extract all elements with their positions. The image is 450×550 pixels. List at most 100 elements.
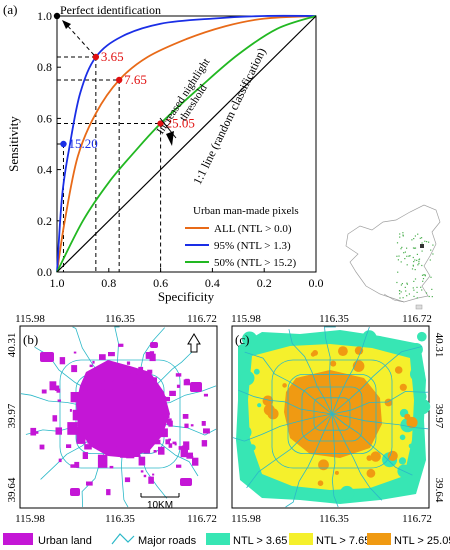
legend-label-all: ALL (NTL > 0.0) (214, 223, 292, 235)
urban-patch (143, 447, 151, 454)
ntl-365-patch (408, 443, 414, 449)
inset-urban-dot (403, 252, 405, 254)
urban-patch (203, 393, 208, 397)
urban-patch (172, 441, 177, 445)
south-china-sea-inset (415, 304, 423, 310)
ntl-2505-patch (370, 451, 381, 462)
inset-urban-dot (420, 286, 422, 288)
ntl-365-patch (417, 331, 427, 342)
china-coast (383, 293, 405, 303)
urban-patch (180, 447, 188, 458)
radial-road (285, 413, 333, 508)
threshold-point-label: 7.65 (124, 72, 147, 87)
inset-urban-dot (398, 290, 401, 292)
x-tick-label: 1.0 (50, 276, 65, 290)
urban-patch (83, 385, 88, 391)
urban-patch (160, 428, 168, 438)
urban-patch (190, 455, 194, 459)
inset-urban-dot (402, 234, 404, 236)
inset-urban-dot (414, 259, 416, 261)
inset-urban-dot (413, 289, 415, 291)
inset-urban-dot (421, 242, 423, 244)
ntl-2505-patch (262, 395, 274, 407)
urban-patch (143, 474, 147, 478)
ring-road (271, 359, 393, 469)
inset-urban-dot (402, 232, 404, 234)
legend-ntl365-label: NTL > 3.65 (233, 535, 287, 547)
inset-urban-dot (397, 271, 399, 273)
urban-patch (156, 407, 163, 414)
inset-urban-dot (396, 281, 398, 284)
urban-patch (169, 390, 176, 396)
inset-urban-dot (406, 264, 408, 266)
ntl-2505-patch (387, 450, 398, 461)
inset-urban-dot (424, 240, 426, 242)
b-bottom-tick-1: 115.98 (15, 513, 45, 525)
inset-urban-dot (401, 246, 403, 248)
legend-ntl765-label: NTL > 7.65 (316, 535, 370, 547)
y-tick-label: 0.8 (37, 60, 52, 74)
urban-patch (76, 433, 86, 444)
inset-urban-dot (413, 247, 416, 249)
threshold-point (92, 53, 100, 61)
inset-urban-dot (413, 261, 415, 263)
ntl-365-patch (240, 370, 255, 386)
panel-c-label: (c) (235, 332, 249, 347)
urban-patch (138, 384, 145, 389)
urban-patch (39, 444, 45, 450)
legend: Urban man-made pixels ALL (NTL > 0.0) 95… (185, 205, 299, 269)
inset-urban-dot (424, 275, 426, 277)
inset-urban-dot (431, 288, 433, 290)
legend-urban-label: Urban land (38, 535, 92, 547)
radial-road (331, 413, 383, 501)
urban-patch (182, 414, 189, 419)
inset-urban-dot (417, 264, 419, 266)
urban-patch (124, 380, 135, 394)
threshold-point (53, 12, 61, 20)
inset-urban-dot (412, 265, 414, 267)
urban-patch (55, 427, 62, 435)
c-bottom-tick-2: 116.35 (319, 513, 349, 525)
ntl-365-patch (414, 398, 431, 415)
perfect-arrow-line (65, 23, 95, 56)
urban-patch (165, 396, 170, 402)
inset-urban-dot (402, 235, 404, 237)
c-right-tick-1: 40.31 (433, 333, 445, 358)
urban-patch (149, 353, 156, 362)
urban-patch (168, 420, 173, 427)
urban-patch (108, 352, 115, 357)
inset-urban-dot (404, 286, 406, 288)
radial-road (238, 389, 333, 415)
inset-urban-dot (412, 256, 414, 259)
inset-urban-dot (426, 241, 428, 243)
inset-urban-dot (408, 293, 410, 295)
inset-urban-dot (399, 297, 401, 299)
inset-urban-dot (400, 248, 402, 250)
inset-urban-dot (404, 258, 406, 260)
urban-patch (123, 374, 129, 381)
b-top-tick-2: 116.35 (105, 313, 135, 325)
radial-road (244, 351, 333, 415)
radial-road (331, 413, 339, 508)
inset-urban-dot (416, 297, 418, 299)
ntl-365-patch (339, 485, 355, 501)
urban-patch (74, 461, 80, 468)
inset-urban-dot (430, 249, 432, 251)
urban-patch (152, 473, 155, 476)
b-left-tick-3: 39.64 (6, 477, 18, 502)
y-tick-label: 0.2 (37, 214, 52, 228)
urban-patch (181, 445, 188, 453)
inset-urban-dot (416, 259, 418, 261)
ring-road (287, 373, 377, 454)
y-tick-label: 0.0 (37, 265, 52, 279)
scalebar-label: 10KM (147, 500, 173, 511)
ntl-365-patch (257, 403, 262, 408)
inset-urban-dot (418, 258, 421, 260)
urban-patch (71, 365, 78, 373)
x-tick-label: 0.0 (309, 276, 324, 290)
ntl-365-patch (242, 331, 258, 347)
legend-urban-swatch (3, 533, 33, 545)
ntl-2505-patch (366, 468, 376, 478)
urban-core (76, 360, 170, 458)
inset-urban-dot (404, 251, 406, 253)
